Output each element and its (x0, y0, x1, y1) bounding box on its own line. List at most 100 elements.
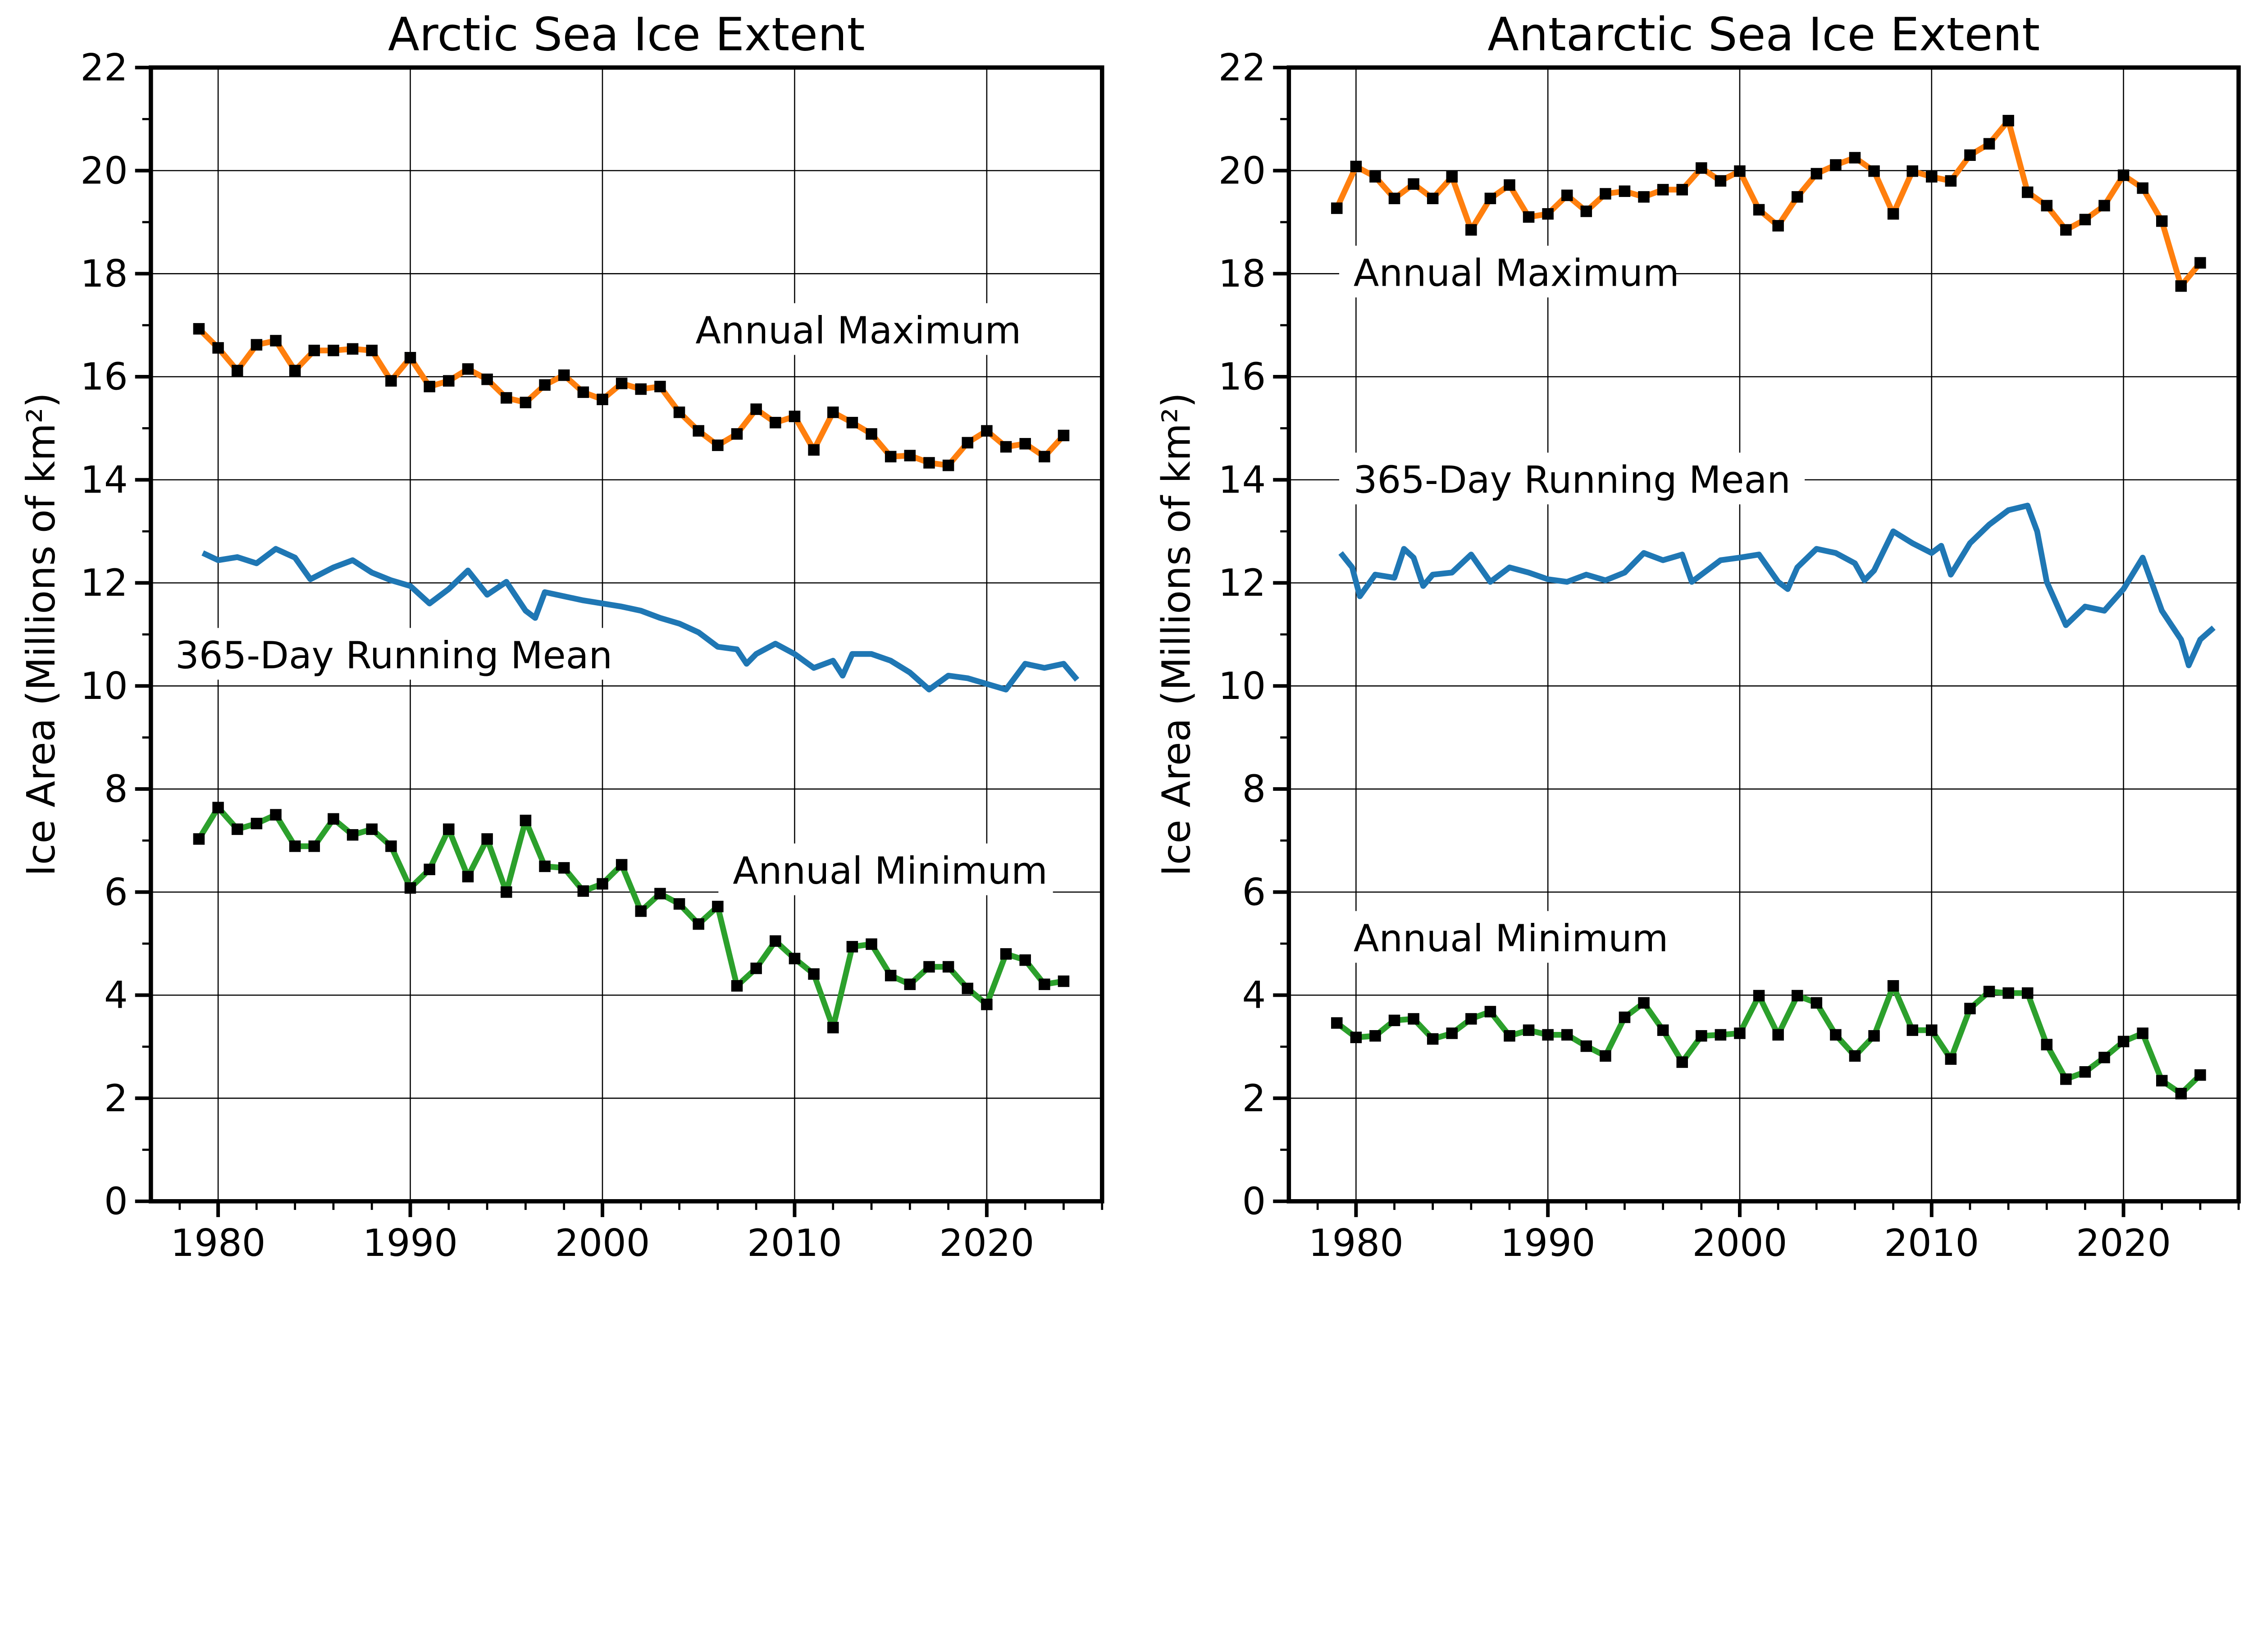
data-point-marker (1408, 178, 1419, 190)
x-tick-label: 1990 (363, 1221, 458, 1265)
data-point-marker (193, 833, 205, 845)
series-annotation: 365-Day Running Mean (175, 634, 612, 677)
data-point-marker (270, 809, 282, 821)
axes-frame (149, 65, 1104, 1204)
data-point-marker (1427, 192, 1439, 205)
data-point-marker (577, 885, 589, 897)
data-point-marker (424, 863, 435, 876)
data-point-marker (789, 411, 801, 422)
data-point-marker (1019, 954, 1031, 966)
data-point-marker (962, 982, 974, 995)
data-point-marker (328, 344, 339, 356)
y-tick-label: 14 (80, 458, 128, 502)
y-tick-label: 20 (80, 149, 128, 192)
y-tick-label: 8 (104, 767, 128, 811)
series-annotation: 365-Day Running Mean (1354, 458, 1791, 502)
data-point-marker (1657, 184, 1669, 196)
data-point-marker (212, 802, 224, 813)
data-point-marker (1657, 1024, 1669, 1036)
data-point-marker (1906, 165, 1918, 177)
data-point-marker (1849, 152, 1861, 164)
data-point-marker (750, 403, 762, 415)
data-point-marker (1868, 1030, 1880, 1042)
y-tick-label: 16 (80, 355, 128, 399)
data-point-marker (827, 1022, 839, 1034)
data-point-marker (885, 451, 897, 463)
data-point-marker (1696, 162, 1707, 174)
y-tick-label: 18 (80, 252, 128, 296)
x-tick-label: 2010 (1884, 1221, 1979, 1265)
x-tick-label: 1990 (1500, 1221, 1596, 1265)
data-point-marker (1753, 204, 1765, 216)
annotation-background (1339, 452, 1805, 505)
data-point-marker (712, 900, 724, 913)
data-point-marker (1465, 224, 1477, 236)
x-tick-label: 2020 (939, 1221, 1034, 1265)
data-point-marker (808, 444, 820, 456)
data-point-marker (1504, 1030, 1515, 1042)
data-point-marker (1734, 165, 1746, 177)
data-point-marker (1331, 1017, 1343, 1029)
data-point-marker (616, 859, 628, 871)
data-point-marker (731, 980, 743, 992)
data-point-marker (1000, 441, 1012, 453)
series-line-0 (1334, 118, 2203, 289)
data-point-marker (385, 840, 397, 852)
data-point-marker (1619, 185, 1631, 197)
data-point-marker (1964, 1003, 1976, 1014)
data-point-marker (2021, 186, 2034, 198)
annotation-background (681, 303, 1016, 355)
y-tick-label: 22 (1218, 46, 1266, 90)
data-point-marker (231, 823, 243, 835)
annotation-background (161, 628, 627, 680)
data-point-marker (2156, 215, 2168, 227)
data-point-marker (2137, 1027, 2148, 1039)
data-point-marker (1983, 986, 1995, 998)
series-annotation: Annual Minimum (733, 849, 1048, 893)
data-point-marker (1542, 1029, 1554, 1041)
data-point-marker (577, 386, 589, 398)
data-point-marker (2079, 1066, 2091, 1078)
data-point-marker (904, 978, 916, 990)
data-point-marker (712, 439, 724, 451)
data-point-marker (1772, 1029, 1784, 1041)
data-point-marker (1772, 220, 1784, 232)
data-point-marker (1926, 171, 1938, 183)
y-tick-label: 8 (1242, 767, 1266, 811)
data-point-marker (1734, 1027, 1746, 1039)
data-point-marker (1715, 1029, 1727, 1041)
data-point-marker (404, 351, 416, 364)
data-point-marker (750, 963, 762, 974)
y-tick-label: 16 (1218, 355, 1266, 399)
data-point-marker (539, 379, 551, 391)
y-tick-label: 0 (104, 1180, 128, 1223)
data-point-marker (923, 457, 935, 469)
data-point-marker (289, 840, 301, 852)
axes-frame (1286, 65, 2241, 1204)
data-point-marker (1945, 175, 1957, 187)
data-point-marker (1484, 192, 1496, 205)
data-point-marker (2098, 1051, 2110, 1063)
data-point-marker (1926, 1024, 1938, 1036)
y-tick-label: 6 (104, 870, 128, 914)
y-tick-label: 0 (1242, 1180, 1266, 1223)
data-point-marker (654, 888, 666, 899)
data-point-marker (1887, 208, 1899, 220)
x-tick-label: 2020 (2076, 1221, 2171, 1265)
data-point-marker (693, 918, 704, 930)
data-point-marker (2175, 1088, 2187, 1100)
data-point-marker (2098, 200, 2110, 212)
data-point-marker (501, 392, 512, 404)
data-point-marker (2117, 169, 2130, 181)
data-point-marker (2175, 280, 2187, 292)
data-point-marker (1350, 1031, 1362, 1043)
data-point-marker (1561, 189, 1573, 201)
y-tick-label: 22 (80, 46, 128, 90)
data-point-marker (2002, 114, 2014, 127)
data-point-marker (1039, 451, 1050, 463)
data-point-marker (2041, 200, 2053, 212)
data-point-marker (1058, 429, 1070, 442)
data-point-marker (1369, 1030, 1381, 1042)
data-point-marker (1676, 184, 1688, 196)
